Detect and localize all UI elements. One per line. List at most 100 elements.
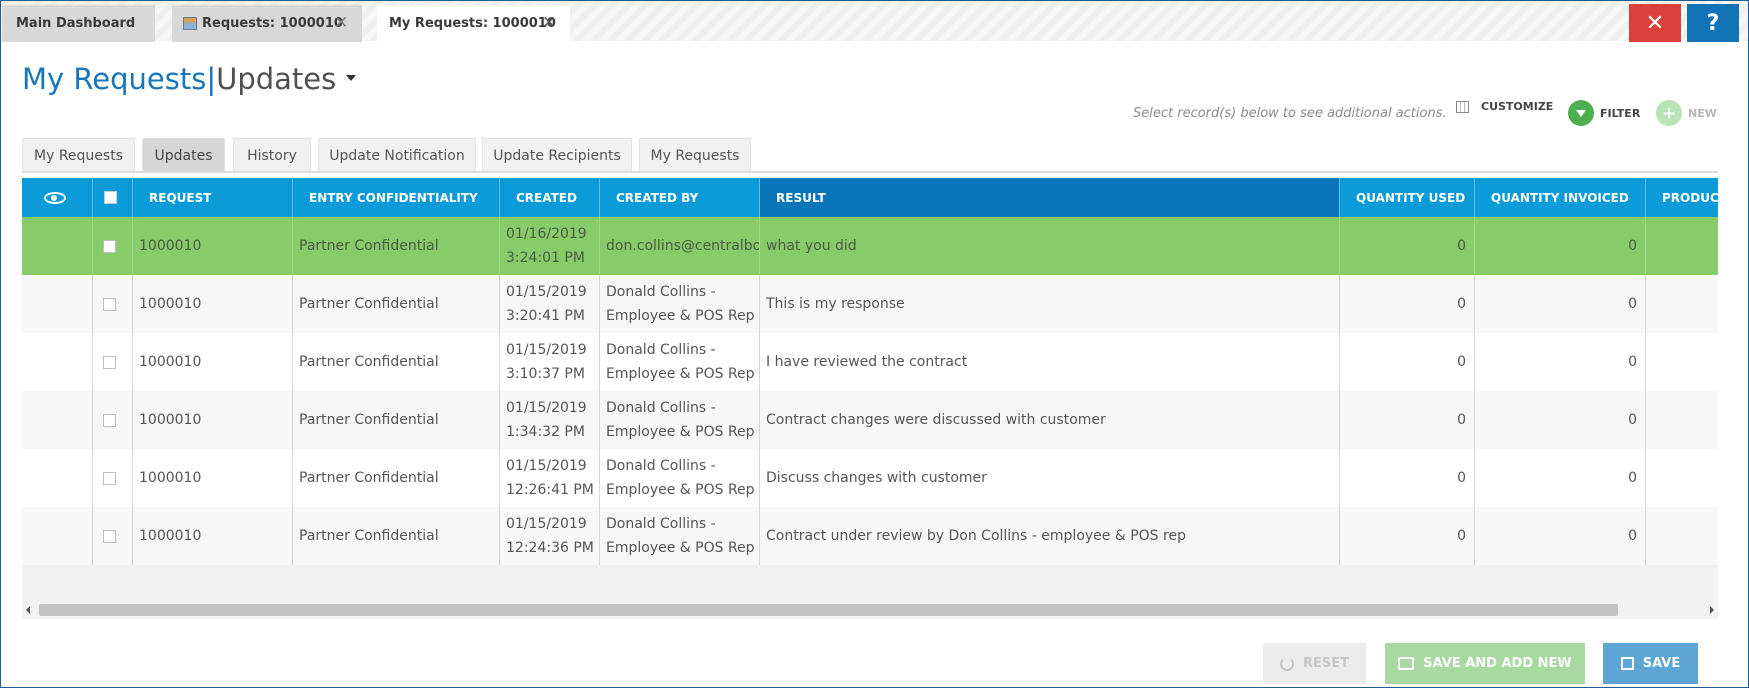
cell-product [1646,275,1718,333]
table-row[interactable]: 1000010 Partner Confidential 01/15/2019 … [22,275,1718,333]
created-by-role: Employee & POS Rep [606,482,755,498]
table-row[interactable]: 1000010 Partner Confidential 01/15/2019 … [22,391,1718,449]
close-tab-icon[interactable]: ✕ [334,13,349,33]
column-header-product[interactable]: PRODUCT [1646,178,1718,217]
cell-product [1646,507,1718,565]
cell-created-by: Donald Collins - Employee & POS Rep [600,333,760,391]
column-header-result[interactable]: RESULT [760,178,1340,217]
cell-result: Contract under review by Don Collins - e… [760,507,1340,565]
row-checkbox[interactable] [103,239,116,253]
page-title-sub: Updates [216,62,337,96]
subtab-history[interactable]: History [233,138,311,172]
page-title[interactable]: My Requests|Updates [22,62,357,96]
scrollbar-thumb[interactable] [39,604,1618,616]
cell-created-by: Donald Collins - Employee & POS Rep [600,507,760,565]
cell-created-by: Donald Collins - Employee & POS Rep [600,275,760,333]
created-by-name: Donald Collins - [606,516,716,532]
table-row[interactable]: 1000010 Partner Confidential 01/15/2019 … [22,449,1718,507]
cell-created-by: don.collins@centralbos.c [600,217,760,275]
cell-created: 01/15/2019 3:10:37 PM [500,333,600,391]
reset-button[interactable]: RESET [1263,643,1366,684]
cell-confidentiality: Partner Confidential [293,333,500,391]
close-tab-icon[interactable]: ✕ [542,13,557,33]
cell-quantity-used: 0 [1340,217,1475,275]
created-date: 01/15/2019 [506,284,587,300]
preview-column-header[interactable] [22,178,93,217]
select-all-checkbox[interactable] [104,191,117,204]
row-checkbox[interactable] [103,413,116,427]
subtab-my-requests-2[interactable]: My Requests [639,138,751,172]
cell-result: what you did [760,217,1340,275]
created-by-name: Donald Collins - [606,400,716,416]
subtab-my-requests[interactable]: My Requests [22,138,135,172]
row-checkbox[interactable] [103,355,116,369]
subtab-update-notification[interactable]: Update Notification [318,138,476,172]
new-label: NEW [1688,106,1717,120]
row-checkbox[interactable] [103,297,116,311]
column-header-entry-confidentiality[interactable]: ENTRY CONFIDENTIALITY [293,178,500,217]
cell-created: 01/15/2019 1:34:32 PM [500,391,600,449]
cell-created-by: Donald Collins - Employee & POS Rep [600,391,760,449]
tab-label: Requests: 1000010 [202,16,343,31]
row-checkbox[interactable] [103,529,116,543]
customize-button[interactable]: CUSTOMIZE [1456,100,1553,113]
cell-quantity-used: 0 [1340,449,1475,507]
cell-created: 01/15/2019 3:20:41 PM [500,275,600,333]
close-window-button[interactable]: ✕ [1629,4,1681,42]
created-by-role: Employee & POS Rep [606,540,755,556]
reset-label: RESET [1302,656,1349,671]
row-checkbox-cell [93,507,133,565]
created-time: 12:24:36 PM [506,540,594,556]
subtab-update-recipients[interactable]: Update Recipients [482,138,632,172]
grid-header: REQUEST ENTRY CONFIDENTIALITY CREATED CR… [22,178,1718,217]
cell-confidentiality: Partner Confidential [293,275,500,333]
cell-created: 01/15/2019 12:26:41 PM [500,449,600,507]
cell-confidentiality: Partner Confidential [293,391,500,449]
column-header-quantity-used[interactable]: QUANTITY USED [1340,178,1475,217]
cell-product [1646,449,1718,507]
cell-created: 01/16/2019 3:24:01 PM [500,217,600,275]
column-header-created[interactable]: CREATED [500,178,600,217]
cell-quantity-used: 0 [1340,275,1475,333]
subtab-updates[interactable]: Updates [142,138,225,172]
cell-quantity-invoiced: 0 [1475,449,1646,507]
save-and-add-new-button[interactable]: SAVE AND ADD NEW [1385,643,1585,684]
filter-button[interactable]: FILTER [1568,100,1640,126]
table-row[interactable]: 1000010 Partner Confidential 01/16/2019 … [22,217,1718,275]
window-tab-strip: Main Dashboard Requests: 1000010 ✕ My Re… [1,1,1748,42]
tab-my-requests[interactable]: My Requests: 1000010 ✕ [377,5,570,42]
table-row[interactable]: 1000010 Partner Confidential 01/15/2019 … [22,333,1718,391]
column-header-request[interactable]: REQUEST [133,178,293,217]
customize-label: CUSTOMIZE [1481,100,1554,113]
tab-main-dashboard[interactable]: Main Dashboard [2,5,155,42]
cell-request: 1000010 [133,391,293,449]
chevron-down-icon[interactable] [346,75,357,81]
cell-result: Contract changes were discussed with cus… [760,391,1340,449]
horizontal-scrollbar[interactable] [22,603,1718,619]
new-button[interactable]: + NEW [1656,100,1717,126]
help-button[interactable]: ? [1687,4,1739,42]
selection-hint: Select record(s) below to see additional… [1133,106,1447,121]
save-add-icon [1398,657,1415,670]
column-header-quantity-invoiced[interactable]: QUANTITY INVOICED [1475,178,1646,217]
created-date: 01/15/2019 [506,458,587,474]
column-header-created-by[interactable]: CREATED BY [600,178,760,217]
cell-product [1646,217,1718,275]
scroll-left-icon[interactable] [26,606,30,614]
table-row[interactable]: 1000010 Partner Confidential 01/15/2019 … [22,507,1718,565]
cell-request: 1000010 [133,275,293,333]
save-button[interactable]: SAVE [1603,643,1698,684]
save-and-add-new-label: SAVE AND ADD NEW [1423,656,1572,671]
scroll-right-icon[interactable] [1710,606,1714,614]
cell-quantity-invoiced: 0 [1475,217,1646,275]
cell-request: 1000010 [133,507,293,565]
tab-requests[interactable]: Requests: 1000010 ✕ [172,5,362,42]
cell-quantity-used: 0 [1340,507,1475,565]
created-time: 3:10:37 PM [506,366,585,382]
created-by-name: Donald Collins - [606,458,716,474]
cell-request: 1000010 [133,217,293,275]
preview-cell [22,507,93,565]
created-time: 12:26:41 PM [506,482,594,498]
row-checkbox-cell [93,275,133,333]
row-checkbox[interactable] [103,471,116,485]
